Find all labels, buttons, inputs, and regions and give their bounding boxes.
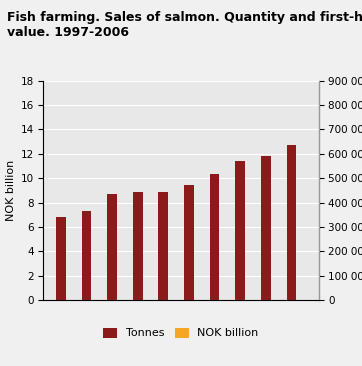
Bar [235,161,245,300]
Bar [56,217,66,300]
Bar [81,211,91,300]
Y-axis label: NOK billion: NOK billion [6,160,16,221]
Bar [287,145,296,300]
Bar [107,194,117,300]
Bar [159,191,168,300]
Bar [261,156,271,300]
Bar [210,175,219,300]
Text: Fish farming. Sales of salmon. Quantity and first-hand
value. 1997-2006: Fish farming. Sales of salmon. Quantity … [7,11,362,39]
Bar [133,191,143,300]
Bar [184,186,194,300]
Legend: Tonnes, NOK billion: Tonnes, NOK billion [99,323,263,343]
